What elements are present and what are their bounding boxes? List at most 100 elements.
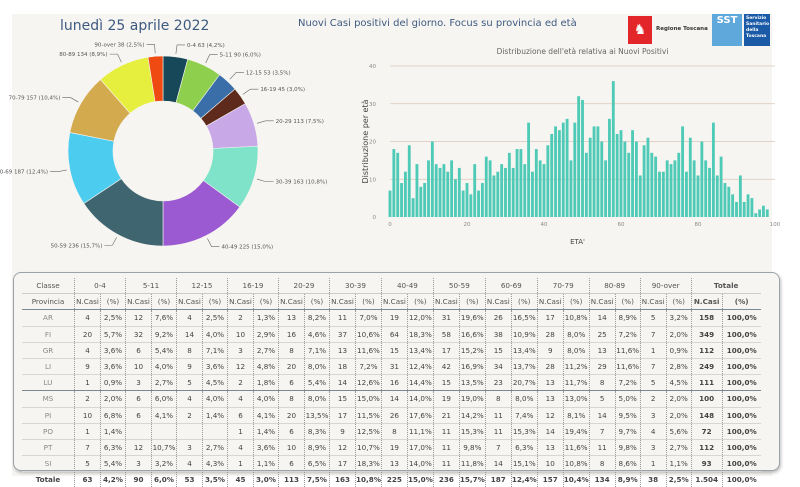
- histogram-bar[interactable]: [758, 209, 762, 217]
- histogram-bar[interactable]: [450, 160, 454, 217]
- histogram-bar[interactable]: [738, 175, 742, 217]
- histogram-bar[interactable]: [507, 152, 511, 217]
- histogram-bar[interactable]: [496, 171, 500, 217]
- histogram-bar[interactable]: [519, 149, 523, 217]
- histogram-bar[interactable]: [457, 167, 461, 217]
- histogram-bar[interactable]: [469, 194, 473, 217]
- histogram-bar[interactable]: [719, 156, 723, 217]
- histogram-bar[interactable]: [461, 190, 465, 217]
- histogram-bar[interactable]: [673, 160, 677, 217]
- histogram-bar[interactable]: [696, 175, 700, 217]
- histogram-bar[interactable]: [669, 164, 673, 217]
- histogram-bar[interactable]: [735, 201, 738, 217]
- histogram-bar[interactable]: [500, 164, 504, 217]
- histogram-bar[interactable]: [704, 160, 708, 217]
- histogram-bar[interactable]: [762, 205, 765, 217]
- histogram-bar[interactable]: [523, 164, 527, 217]
- histogram-bar[interactable]: [411, 198, 415, 217]
- histogram-bar[interactable]: [534, 149, 538, 217]
- histogram-bar[interactable]: [442, 164, 446, 217]
- histogram-bar[interactable]: [492, 175, 496, 217]
- histogram-bar[interactable]: [742, 201, 746, 217]
- histogram-bar[interactable]: [588, 137, 592, 217]
- histogram-bar[interactable]: [746, 194, 750, 217]
- histogram-bar[interactable]: [400, 183, 403, 217]
- histogram-bar[interactable]: [584, 152, 588, 217]
- histogram-bar[interactable]: [561, 122, 565, 217]
- histogram-bar[interactable]: [465, 183, 469, 217]
- histogram-bar[interactable]: [608, 118, 611, 217]
- histogram-bar[interactable]: [634, 141, 638, 218]
- histogram-bar[interactable]: [581, 99, 584, 217]
- histogram-bar[interactable]: [407, 145, 411, 217]
- histogram-bar[interactable]: [557, 130, 561, 217]
- histogram-bar[interactable]: [685, 171, 688, 217]
- histogram-bar[interactable]: [504, 167, 507, 217]
- histogram-bar[interactable]: [415, 164, 419, 217]
- histogram-bar[interactable]: [569, 160, 573, 217]
- histogram-bar[interactable]: [480, 183, 484, 217]
- histogram-bar[interactable]: [700, 141, 704, 218]
- histogram-bar[interactable]: [546, 145, 550, 217]
- histogram-bar[interactable]: [388, 190, 392, 217]
- histogram-bar[interactable]: [642, 145, 646, 217]
- histogram-bar[interactable]: [654, 156, 658, 217]
- histogram-bar[interactable]: [515, 149, 519, 217]
- histogram-bar[interactable]: [596, 126, 600, 217]
- histogram-bar[interactable]: [658, 171, 661, 217]
- histogram-bar[interactable]: [627, 152, 631, 217]
- histogram-bar[interactable]: [477, 190, 480, 217]
- histogram-bar[interactable]: [708, 167, 711, 217]
- histogram-bar[interactable]: [577, 96, 581, 217]
- histogram-bar[interactable]: [661, 171, 665, 217]
- histogram-bar[interactable]: [638, 175, 642, 217]
- histogram-bar[interactable]: [650, 152, 654, 217]
- histogram-bar[interactable]: [573, 122, 577, 217]
- histogram-bar[interactable]: [430, 141, 434, 218]
- histogram-bar[interactable]: [604, 160, 608, 217]
- histogram-bar[interactable]: [665, 160, 669, 217]
- histogram-bar[interactable]: [511, 167, 515, 217]
- histogram-bar[interactable]: [688, 137, 692, 217]
- histogram-bar[interactable]: [646, 137, 650, 217]
- histogram-bar[interactable]: [527, 122, 531, 217]
- histogram-bar[interactable]: [611, 81, 615, 217]
- histogram-bar[interactable]: [438, 167, 442, 217]
- histogram-bar[interactable]: [600, 141, 604, 218]
- histogram-bar[interactable]: [427, 160, 430, 217]
- histogram-bar[interactable]: [677, 152, 681, 217]
- histogram-bar[interactable]: [446, 171, 450, 217]
- histogram-bar[interactable]: [681, 126, 685, 217]
- histogram-bar[interactable]: [615, 133, 619, 217]
- histogram-bar[interactable]: [550, 133, 554, 217]
- histogram-bar[interactable]: [396, 152, 400, 217]
- histogram-bar[interactable]: [403, 171, 407, 217]
- histogram-bar[interactable]: [623, 141, 627, 218]
- histogram-bar[interactable]: [542, 164, 546, 217]
- histogram-bar[interactable]: [723, 183, 727, 217]
- donut-slice-90-over[interactable]: [147, 55, 164, 102]
- histogram-bar[interactable]: [531, 171, 534, 217]
- histogram-bar[interactable]: [454, 179, 457, 217]
- histogram-bar[interactable]: [434, 164, 438, 217]
- histogram-bar[interactable]: [692, 160, 696, 217]
- histogram-bar[interactable]: [392, 149, 396, 217]
- histogram-bar[interactable]: [488, 160, 492, 217]
- histogram-bar[interactable]: [473, 164, 477, 217]
- histogram-bar[interactable]: [538, 160, 542, 217]
- histogram-bar[interactable]: [750, 198, 754, 217]
- histogram-bar[interactable]: [423, 183, 427, 217]
- histogram-bar[interactable]: [554, 126, 557, 217]
- histogram-bar[interactable]: [727, 186, 731, 217]
- histogram-bar[interactable]: [484, 156, 488, 217]
- histogram-bar[interactable]: [711, 122, 715, 217]
- histogram-bar[interactable]: [715, 175, 719, 217]
- histogram-bar[interactable]: [565, 118, 569, 217]
- histogram-bar[interactable]: [419, 186, 423, 217]
- histogram-bar[interactable]: [754, 213, 758, 217]
- histogram-bar[interactable]: [765, 209, 769, 217]
- histogram-bar[interactable]: [631, 130, 634, 217]
- histogram-bar[interactable]: [592, 126, 596, 217]
- histogram-bar[interactable]: [731, 194, 735, 217]
- histogram-bar[interactable]: [619, 130, 623, 217]
